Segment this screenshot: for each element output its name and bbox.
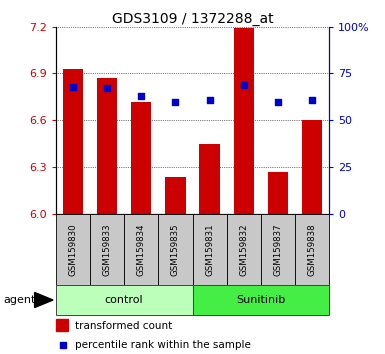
Bar (90, 214, 124, 285)
Text: GSM159834: GSM159834 (137, 223, 146, 276)
Bar (124, 214, 158, 285)
Text: GSM159832: GSM159832 (239, 223, 248, 276)
Text: GSM159831: GSM159831 (205, 223, 214, 276)
Text: GSM159833: GSM159833 (102, 223, 112, 276)
Bar (227, 214, 261, 285)
Bar (97, 78, 117, 214)
Bar (56, 319, 68, 331)
Bar (56, 285, 192, 315)
Point (275, 99, 281, 104)
Bar (199, 144, 220, 214)
Point (172, 99, 179, 104)
Bar (295, 214, 329, 285)
Text: GSM159838: GSM159838 (308, 223, 316, 276)
Text: GSM159835: GSM159835 (171, 223, 180, 276)
Bar (165, 177, 186, 214)
Bar (131, 102, 152, 214)
Title: GDS3109 / 1372288_at: GDS3109 / 1372288_at (112, 12, 273, 25)
Bar (261, 214, 295, 285)
Text: transformed count: transformed count (75, 321, 172, 331)
Bar (56, 214, 90, 285)
Bar (158, 214, 192, 285)
Bar (233, 28, 254, 214)
Bar (63, 69, 83, 214)
Text: percentile rank within the sample: percentile rank within the sample (75, 341, 251, 350)
Polygon shape (35, 292, 53, 308)
Text: control: control (105, 295, 144, 305)
Text: GSM159837: GSM159837 (273, 223, 283, 276)
Bar (192, 214, 227, 285)
Bar (302, 120, 322, 214)
Point (309, 97, 315, 103)
Point (70, 84, 76, 90)
Point (206, 97, 213, 103)
Text: Sunitinib: Sunitinib (236, 295, 285, 305)
Bar (268, 172, 288, 214)
Point (138, 93, 144, 99)
Bar (192, 285, 329, 315)
Text: agent: agent (4, 295, 36, 305)
Point (241, 82, 247, 87)
Text: GSM159830: GSM159830 (69, 223, 77, 276)
Point (60, 343, 66, 348)
Point (104, 86, 110, 91)
